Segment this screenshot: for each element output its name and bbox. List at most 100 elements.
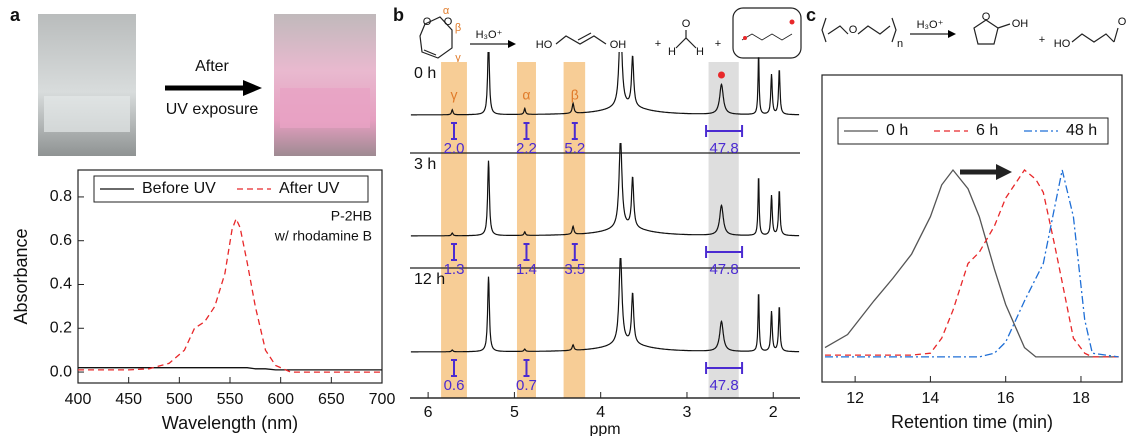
panel-label: b [393, 5, 404, 25]
integral-value: 2.2 [516, 140, 537, 157]
marker [743, 36, 747, 40]
integral-bracket [571, 122, 578, 140]
region-band [516, 62, 536, 398]
atom: H [668, 46, 676, 58]
ring [973, 19, 999, 45]
arrow-head [243, 80, 262, 96]
x-tick-label: 600 [267, 391, 294, 408]
chain [555, 35, 607, 45]
arrow-head [508, 40, 516, 48]
photo-liquid [280, 88, 370, 128]
plus: + [715, 38, 721, 50]
x-tick-label: 4 [596, 404, 605, 421]
arrow-label: After [195, 58, 229, 75]
carbonyl [1113, 27, 1119, 43]
integral-value: 47.8 [709, 377, 738, 394]
y-axis-title: Absorbance [11, 228, 31, 324]
integral-bracket [571, 243, 578, 261]
atom: H [696, 46, 704, 58]
x-axis-title: Retention time (min) [891, 412, 1053, 432]
y-tick-label: 0.6 [50, 232, 72, 249]
x-tick-label: 3 [683, 404, 692, 421]
spectrum [410, 143, 800, 237]
time-label: 12 h [414, 271, 445, 288]
x-tick-label: 650 [318, 391, 345, 408]
atom: O [682, 18, 691, 30]
index: n [897, 38, 903, 50]
integral-bracket [451, 122, 458, 140]
y-tick-label: 0.4 [50, 276, 72, 293]
annotation: w/ rhodamine B [274, 228, 372, 244]
bracket [891, 17, 897, 43]
panel-label: a [10, 5, 21, 25]
integral-bracket [523, 243, 530, 261]
bond [997, 23, 1011, 29]
x-tick-label: 550 [217, 391, 244, 408]
region-band [441, 62, 467, 398]
atom: OH [610, 39, 627, 51]
reagent: H₃O⁺ [476, 29, 503, 41]
integral-bracket [523, 122, 530, 140]
formaldehyde [675, 37, 697, 49]
data-line [825, 169, 1119, 358]
double-bond [423, 49, 437, 56]
chain [827, 25, 849, 35]
integral-bracket [523, 359, 530, 377]
atom: O [1118, 16, 1127, 28]
y-tick-label: 0.2 [50, 319, 72, 336]
integral-value: 5.2 [564, 140, 585, 157]
legend-label: 6 h [976, 122, 998, 139]
data-line [825, 169, 1119, 358]
data-line [78, 217, 382, 373]
integral-bracket [451, 359, 458, 377]
region-band [708, 62, 739, 398]
ring-label: α [443, 5, 450, 17]
ring [419, 16, 453, 59]
peak-label: β [571, 87, 579, 103]
marker [789, 19, 795, 25]
legend-label: 0 h [886, 122, 908, 139]
shift-arrow-head [996, 164, 1012, 180]
legend-label: After UV [279, 180, 340, 197]
arrow-head [948, 30, 956, 38]
peak-label: γ [451, 87, 458, 103]
x-tick-label: 14 [922, 390, 940, 407]
time-label: 0 h [414, 65, 436, 82]
x-tick-label: 2 [769, 404, 778, 421]
atom: O [849, 24, 858, 36]
x-tick-label: 700 [369, 391, 396, 408]
legend-label: Before UV [142, 180, 216, 197]
x-axis-title: ppm [589, 421, 620, 436]
atom: O [444, 16, 453, 28]
scheme-c [821, 17, 1119, 45]
plus: + [1039, 34, 1045, 46]
integral-bracket [705, 125, 744, 137]
integral-value: 0.6 [444, 377, 465, 394]
x-tick-label: 12 [846, 390, 864, 407]
legend-label: 48 h [1066, 122, 1097, 139]
data-line [824, 168, 1119, 358]
polymer-box [732, 7, 802, 59]
integral-bracket [705, 362, 744, 374]
photo-liquid [44, 96, 130, 132]
peak-marker [717, 71, 725, 79]
atom: HO [536, 39, 553, 51]
x-tick-label: 400 [65, 391, 92, 408]
x-tick-label: 16 [997, 390, 1015, 407]
x-axis-title: Wavelength (nm) [162, 413, 298, 433]
ring-label: β [455, 22, 461, 34]
reagent: H₃O⁺ [917, 19, 944, 31]
x-tick-label: 18 [1072, 390, 1090, 407]
legend-box [837, 117, 1109, 145]
double-bond [577, 32, 592, 41]
atom: O [423, 16, 432, 28]
chain [857, 25, 891, 35]
time-label: 3 h [414, 156, 436, 173]
atom: OH [1012, 18, 1029, 30]
integral-value: 47.8 [709, 140, 738, 157]
spectrum [410, 258, 800, 353]
photo-before [38, 14, 136, 156]
chain [1071, 33, 1115, 43]
x-tick-label: 6 [424, 404, 433, 421]
